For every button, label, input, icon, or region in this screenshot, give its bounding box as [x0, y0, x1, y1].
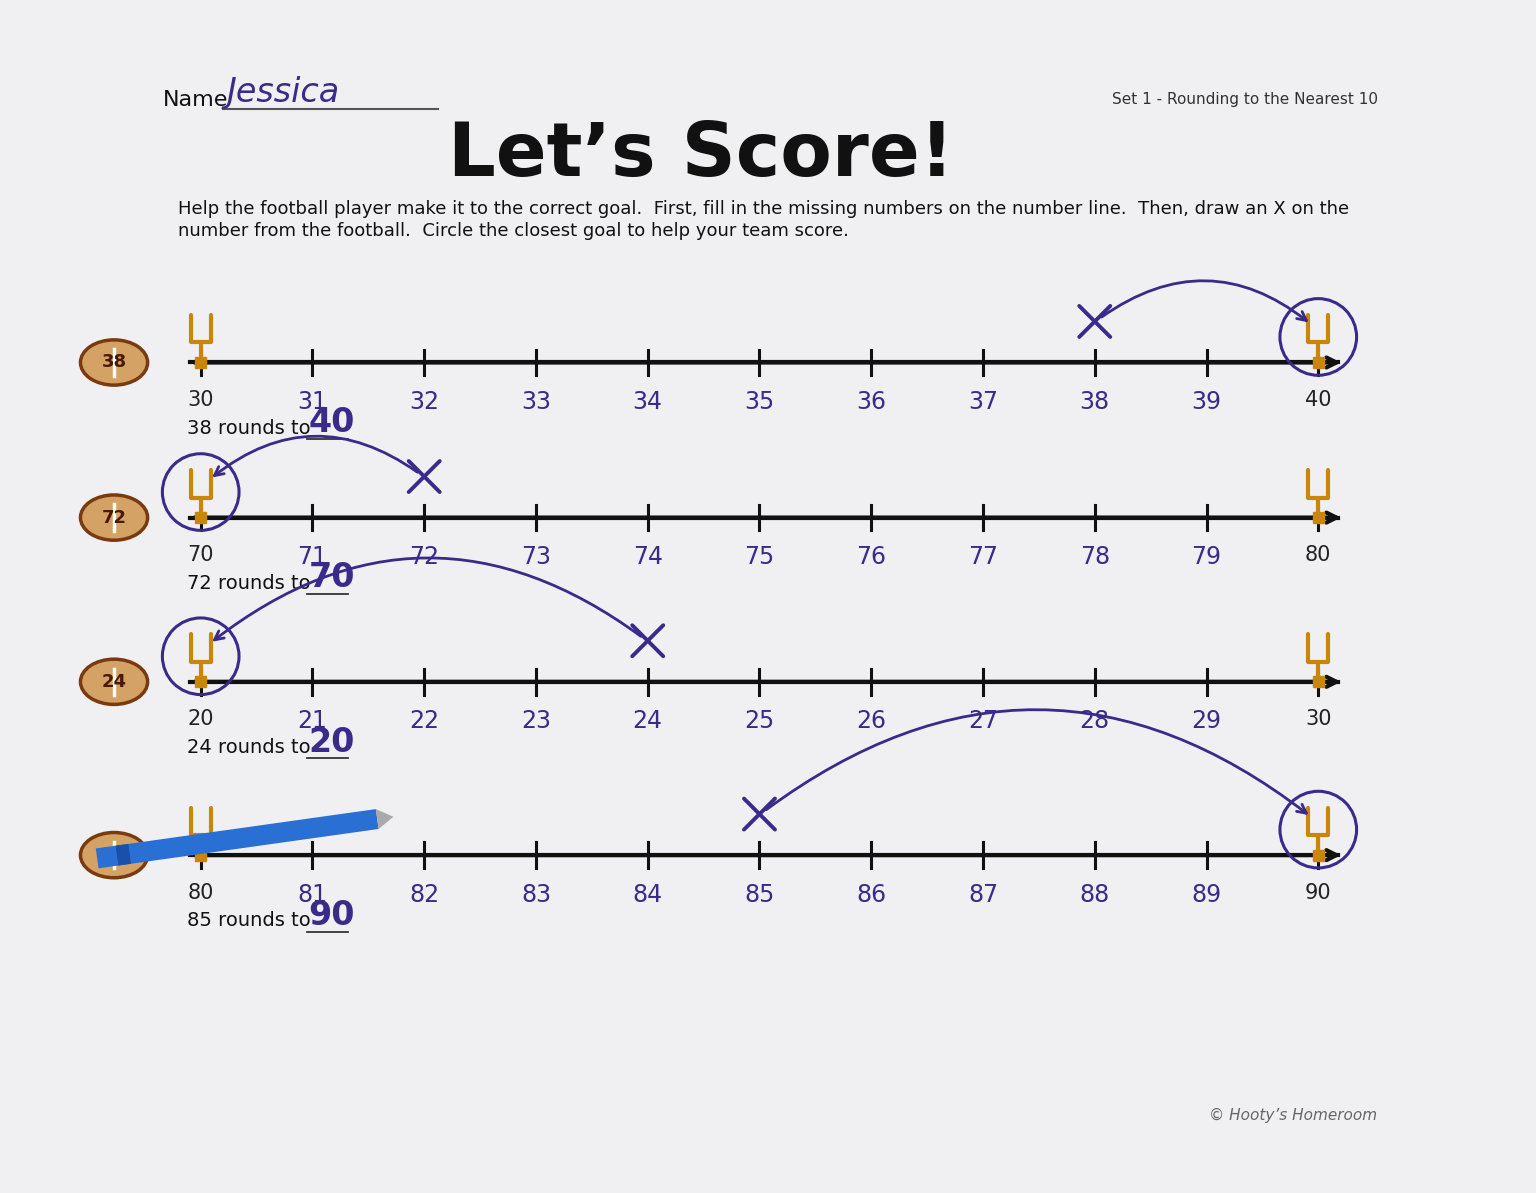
Text: 25: 25	[745, 709, 774, 734]
FancyArrowPatch shape	[1101, 280, 1306, 321]
Text: 85: 85	[101, 846, 126, 864]
Text: Set 1 - Rounding to the Nearest 10: Set 1 - Rounding to the Nearest 10	[1112, 92, 1378, 107]
Text: 82: 82	[409, 883, 439, 907]
Text: 20: 20	[187, 709, 214, 729]
Text: Name: Name	[163, 89, 227, 110]
Polygon shape	[115, 843, 131, 866]
Text: 75: 75	[745, 545, 774, 569]
Text: 79: 79	[1192, 545, 1221, 569]
Text: 37: 37	[968, 390, 998, 414]
Text: 72: 72	[409, 545, 439, 569]
FancyArrowPatch shape	[766, 710, 1306, 814]
Text: 22: 22	[409, 709, 439, 734]
Text: 88: 88	[1080, 883, 1111, 907]
Text: 27: 27	[968, 709, 998, 734]
Polygon shape	[195, 676, 206, 687]
Ellipse shape	[80, 340, 147, 385]
Ellipse shape	[80, 660, 147, 704]
Text: 83: 83	[521, 883, 551, 907]
Text: 80: 80	[187, 883, 214, 902]
Text: Let’s Score!: Let’s Score!	[447, 119, 954, 192]
Text: 20: 20	[309, 725, 355, 759]
Text: 31: 31	[298, 390, 327, 414]
Text: 86: 86	[856, 883, 886, 907]
Text: 74: 74	[633, 545, 662, 569]
Text: Jessica: Jessica	[226, 76, 339, 109]
Text: 71: 71	[298, 545, 327, 569]
Text: 33: 33	[521, 390, 551, 414]
Text: 77: 77	[968, 545, 998, 569]
Text: 76: 76	[856, 545, 886, 569]
Text: 35: 35	[745, 390, 774, 414]
Text: 72: 72	[101, 508, 126, 526]
Text: Help the football player make it to the correct goal.  First, fill in the missin: Help the football player make it to the …	[178, 200, 1349, 218]
Polygon shape	[195, 357, 206, 367]
Text: 39: 39	[1192, 390, 1221, 414]
Text: 29: 29	[1192, 709, 1221, 734]
FancyArrowPatch shape	[215, 558, 641, 639]
Text: 38: 38	[1080, 390, 1111, 414]
Text: 78: 78	[1080, 545, 1111, 569]
Text: © Hooty’s Homeroom: © Hooty’s Homeroom	[1209, 1107, 1378, 1123]
Text: 24: 24	[633, 709, 662, 734]
Text: 90: 90	[1306, 883, 1332, 902]
Text: 81: 81	[298, 883, 327, 907]
Polygon shape	[376, 809, 393, 829]
Polygon shape	[195, 849, 206, 860]
Polygon shape	[1313, 849, 1324, 860]
Ellipse shape	[80, 833, 147, 878]
Text: 26: 26	[856, 709, 886, 734]
Text: 73: 73	[521, 545, 551, 569]
Text: 24 rounds to: 24 rounds to	[187, 738, 316, 758]
Text: 30: 30	[1306, 709, 1332, 729]
Text: 38: 38	[101, 353, 126, 371]
Polygon shape	[1313, 676, 1324, 687]
Polygon shape	[1313, 512, 1324, 523]
Text: 36: 36	[856, 390, 886, 414]
Text: 23: 23	[521, 709, 551, 734]
Ellipse shape	[80, 495, 147, 540]
Text: 38 rounds to: 38 rounds to	[187, 419, 316, 438]
Text: 40: 40	[309, 406, 355, 439]
Text: 84: 84	[633, 883, 664, 907]
Text: 34: 34	[633, 390, 662, 414]
FancyArrowPatch shape	[215, 437, 418, 476]
Text: 70: 70	[187, 545, 214, 565]
Text: 89: 89	[1192, 883, 1221, 907]
Text: 24: 24	[101, 673, 126, 691]
Polygon shape	[195, 512, 206, 523]
Text: 21: 21	[298, 709, 327, 734]
Text: 80: 80	[1306, 545, 1332, 565]
Text: 87: 87	[968, 883, 998, 907]
Text: 32: 32	[409, 390, 439, 414]
Polygon shape	[95, 809, 378, 869]
Text: 85 rounds to: 85 rounds to	[187, 911, 316, 931]
Text: 70: 70	[309, 561, 355, 594]
Text: 90: 90	[309, 898, 355, 932]
Text: 30: 30	[187, 390, 214, 410]
Polygon shape	[1313, 357, 1324, 367]
Text: 85: 85	[745, 883, 774, 907]
Text: number from the football.  Circle the closest goal to help your team score.: number from the football. Circle the clo…	[178, 222, 849, 240]
Text: 72 rounds to: 72 rounds to	[187, 574, 316, 593]
Text: 40: 40	[1306, 390, 1332, 410]
Text: 28: 28	[1080, 709, 1111, 734]
